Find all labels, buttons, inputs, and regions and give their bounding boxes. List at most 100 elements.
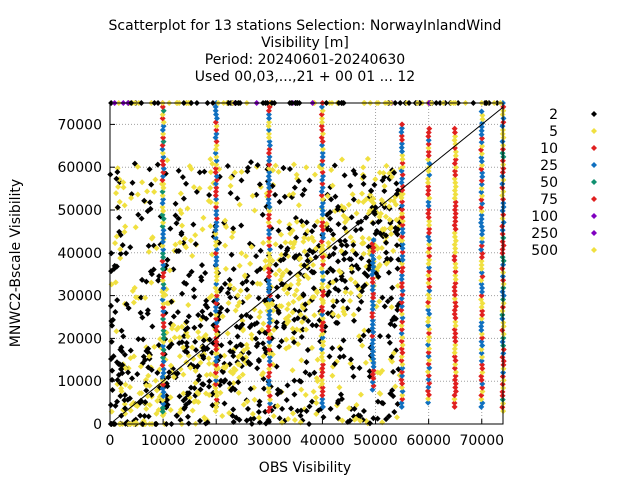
data-point xyxy=(347,417,354,424)
data-point xyxy=(326,353,333,360)
x-tick-label: 70000 xyxy=(459,433,504,449)
data-point xyxy=(212,369,219,376)
data-point xyxy=(213,254,220,261)
data-point xyxy=(362,359,369,366)
data-point xyxy=(399,245,406,252)
data-point xyxy=(244,168,251,175)
data-point xyxy=(479,388,486,395)
data-point xyxy=(294,407,301,414)
data-point xyxy=(399,214,406,221)
data-point xyxy=(138,215,145,222)
data-point xyxy=(296,252,303,259)
data-point xyxy=(426,357,433,364)
data-point xyxy=(425,129,432,136)
data-point xyxy=(265,381,272,388)
data-point xyxy=(425,202,432,209)
data-point xyxy=(203,297,210,304)
data-point xyxy=(185,272,192,279)
data-point xyxy=(178,210,185,217)
data-point xyxy=(329,182,336,189)
data-point xyxy=(118,388,125,395)
data-point xyxy=(109,322,116,329)
data-point xyxy=(452,372,459,379)
data-point xyxy=(319,307,326,314)
data-point xyxy=(479,173,486,180)
data-point xyxy=(365,210,372,217)
data-point xyxy=(348,265,355,272)
data-point xyxy=(233,343,240,350)
data-point xyxy=(192,232,199,239)
data-point xyxy=(426,287,433,294)
data-point xyxy=(452,384,459,391)
data-point xyxy=(238,250,245,257)
data-point xyxy=(334,414,341,421)
data-point xyxy=(324,291,331,298)
data-point xyxy=(309,294,316,301)
data-point xyxy=(213,300,220,307)
data-point xyxy=(319,211,326,218)
data-point xyxy=(303,326,310,333)
data-point xyxy=(386,170,393,177)
data-point xyxy=(393,242,400,249)
data-point xyxy=(142,356,149,363)
data-point xyxy=(273,319,280,326)
data-point xyxy=(478,327,485,334)
data-point xyxy=(189,344,196,351)
data-point xyxy=(120,333,127,340)
data-point xyxy=(312,245,319,252)
data-point xyxy=(479,200,486,207)
data-point xyxy=(347,182,354,189)
data-point xyxy=(159,192,166,199)
data-point xyxy=(220,368,227,375)
data-point xyxy=(166,369,173,376)
data-point xyxy=(159,258,166,265)
data-point xyxy=(187,364,194,371)
data-point xyxy=(358,255,365,262)
data-point xyxy=(232,366,239,373)
data-point xyxy=(329,345,336,352)
data-point xyxy=(291,339,298,346)
data-point xyxy=(160,161,167,168)
data-point xyxy=(236,374,243,381)
data-point xyxy=(159,404,166,411)
data-point xyxy=(159,242,166,249)
data-point xyxy=(385,333,392,340)
data-point xyxy=(478,158,485,165)
data-point xyxy=(478,139,485,146)
data-point xyxy=(259,211,266,218)
data-point xyxy=(236,324,243,331)
data-point xyxy=(394,306,401,313)
data-point xyxy=(399,388,406,395)
data-point xyxy=(356,364,363,371)
data-point xyxy=(353,251,360,258)
data-point xyxy=(257,247,264,254)
data-point xyxy=(295,202,302,209)
data-point xyxy=(286,165,293,172)
data-point xyxy=(426,229,433,236)
data-point xyxy=(183,244,190,251)
data-point xyxy=(319,380,326,387)
data-point xyxy=(399,256,406,263)
data-point xyxy=(392,383,399,390)
data-point xyxy=(226,281,233,288)
data-point xyxy=(425,330,432,337)
data-point xyxy=(114,165,121,172)
data-point xyxy=(370,382,377,389)
data-point xyxy=(398,400,405,407)
data-point xyxy=(180,195,187,202)
data-point xyxy=(314,218,321,225)
data-point xyxy=(154,397,161,404)
data-point xyxy=(182,326,189,333)
data-point xyxy=(452,330,459,337)
data-point xyxy=(209,160,216,167)
data-point xyxy=(500,134,507,141)
data-point xyxy=(196,169,203,176)
data-point xyxy=(384,298,391,305)
data-point xyxy=(186,390,193,397)
data-point xyxy=(500,323,507,330)
data-point xyxy=(478,315,485,322)
data-point xyxy=(342,289,349,296)
data-point xyxy=(199,262,206,269)
data-point xyxy=(257,309,264,316)
data-point xyxy=(426,218,433,225)
